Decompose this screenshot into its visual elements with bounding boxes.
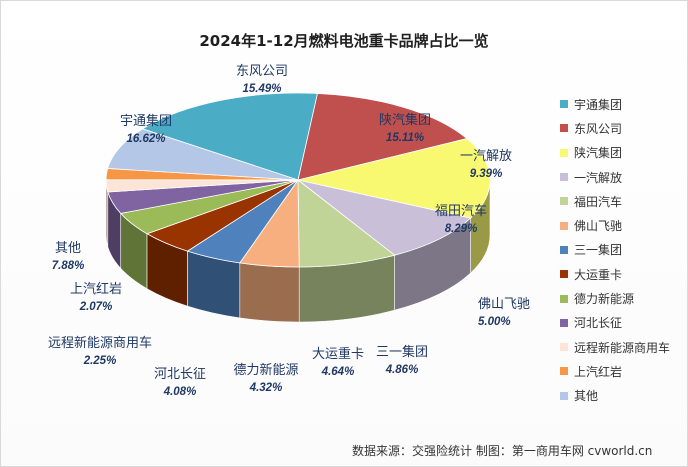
data-source-footer: 数据来源：交强险统计 制图：第一商用车网 cvworld.cn <box>352 444 653 458</box>
chart-title: 2024年1-12月燃料电池重卡品牌占比一览 <box>199 32 489 50</box>
legend-item: 福田汽车 <box>560 189 688 213</box>
data-label-德力新能源: 德力新能源 4.32% <box>233 362 298 394</box>
pie-slice-陕汽集团 <box>297 138 491 219</box>
data-label-上汽红岩: 上汽红岩 2.07% <box>70 281 122 313</box>
label-name: 河北长征 <box>154 367 206 382</box>
data-label-东风公司: 东风公司 15.49% <box>236 64 288 95</box>
label-name: 远程新能源商用车 <box>48 335 152 351</box>
legend-swatch <box>560 343 568 352</box>
legend-label: 东风公司 <box>574 121 623 136</box>
legend-item: 大运重卡 <box>560 262 688 286</box>
pie-slice-其他 <box>107 128 299 181</box>
legend-swatch <box>560 367 568 376</box>
legend-item: 三一集团 <box>560 238 688 262</box>
legend-label: 其他 <box>574 389 599 404</box>
label-value: 4.32% <box>249 382 283 394</box>
data-label-佛山飞驰: 佛山飞驰 5.00% <box>478 297 530 328</box>
label-value: 2.07% <box>79 301 113 313</box>
label-value: 7.88% <box>52 260 85 272</box>
label-name: 东风公司 <box>236 64 288 79</box>
data-label-河北长征: 河北长征 4.08% <box>154 367 206 398</box>
legend-label: 三一集团 <box>574 243 623 258</box>
label-name: 其他 <box>55 241 81 256</box>
data-label-一汽解放: 一汽解放 9.39% <box>460 149 512 180</box>
legend-swatch <box>560 221 568 230</box>
legend-swatch <box>560 124 568 133</box>
label-value: 4.86% <box>385 364 419 376</box>
data-label-宇通集团: 宇通集团 16.62% <box>120 113 172 145</box>
label-name: 佛山飞驰 <box>478 297 530 312</box>
legend-label: 佛山飞驰 <box>574 219 623 234</box>
legend-swatch <box>560 197 568 206</box>
data-label-其他: 其他 7.88% <box>52 241 85 272</box>
label-name: 德力新能源 <box>233 362 298 378</box>
label-name: 大运重卡 <box>312 346 364 362</box>
label-name: 福田汽车 <box>435 203 487 219</box>
legend-swatch <box>560 173 568 182</box>
label-value: 4.64% <box>321 366 355 378</box>
legend-item: 其他 <box>560 384 688 408</box>
pie-slice-东风公司 <box>297 93 468 181</box>
label-value: 4.08% <box>163 386 197 398</box>
label-value: 8.29% <box>445 223 478 235</box>
legend-item: 河北长征 <box>560 311 688 335</box>
legend-swatch <box>560 148 568 157</box>
legend-item: 陕汽集团 <box>560 141 688 165</box>
legend-label: 河北长征 <box>574 316 623 331</box>
legend-label: 福田汽车 <box>574 194 623 209</box>
legend-label: 一汽解放 <box>574 170 623 185</box>
data-label-大运重卡: 大运重卡 4.64% <box>312 346 364 378</box>
label-value: 16.62% <box>126 133 165 145</box>
label-name: 上汽红岩 <box>70 281 122 297</box>
legend-item: 宇通集团 <box>560 92 688 116</box>
pie-side-佛山飞驰 <box>239 262 300 323</box>
data-label-远程新能源商用车: 远程新能源商用车 2.25% <box>48 335 152 367</box>
legend-item: 德力新能源 <box>560 286 688 310</box>
legend-swatch <box>560 245 568 254</box>
legend-swatch <box>560 294 568 303</box>
label-value: 9.39% <box>470 168 503 180</box>
legend-item: 上汽红岩 <box>560 359 688 383</box>
data-label-三一集团: 三一集团 4.86% <box>376 344 428 376</box>
label-name: 陕汽集团 <box>379 112 431 128</box>
data-label-福田汽车: 福田汽车 8.29% <box>435 203 487 235</box>
label-value: 2.25% <box>83 355 117 367</box>
legend: 宇通集团东风公司陕汽集团一汽解放福田汽车佛山飞驰三一集团大运重卡德力新能源河北长… <box>560 92 688 408</box>
pie-slice-一汽解放 <box>297 179 472 256</box>
data-label-陕汽集团: 陕汽集团 15.11% <box>379 112 431 144</box>
legend-label: 宇通集团 <box>574 97 623 112</box>
pie-slice-福田汽车 <box>297 179 396 268</box>
legend-swatch <box>560 100 568 109</box>
label-value: 5.00% <box>478 316 511 328</box>
label-name: 三一集团 <box>376 344 428 360</box>
legend-label: 德力新能源 <box>574 292 635 307</box>
legend-item: 一汽解放 <box>560 165 688 189</box>
legend-swatch <box>560 391 568 400</box>
legend-label: 上汽红岩 <box>574 364 623 379</box>
label-name: 宇通集团 <box>120 113 172 129</box>
legend-swatch <box>560 270 568 279</box>
legend-label: 陕汽集团 <box>574 146 623 161</box>
label-name: 一汽解放 <box>460 149 512 164</box>
legend-label: 远程新能源商用车 <box>574 340 671 355</box>
label-value: 15.49% <box>242 83 281 95</box>
legend-item: 东风公司 <box>560 116 688 140</box>
legend-item: 远程新能源商用车 <box>560 335 688 359</box>
legend-swatch <box>560 318 568 327</box>
label-value: 15.11% <box>386 132 424 144</box>
legend-item: 佛山飞驰 <box>560 213 688 237</box>
pie-slice-宇通集团 <box>141 92 319 181</box>
legend-label: 大运重卡 <box>574 267 623 282</box>
